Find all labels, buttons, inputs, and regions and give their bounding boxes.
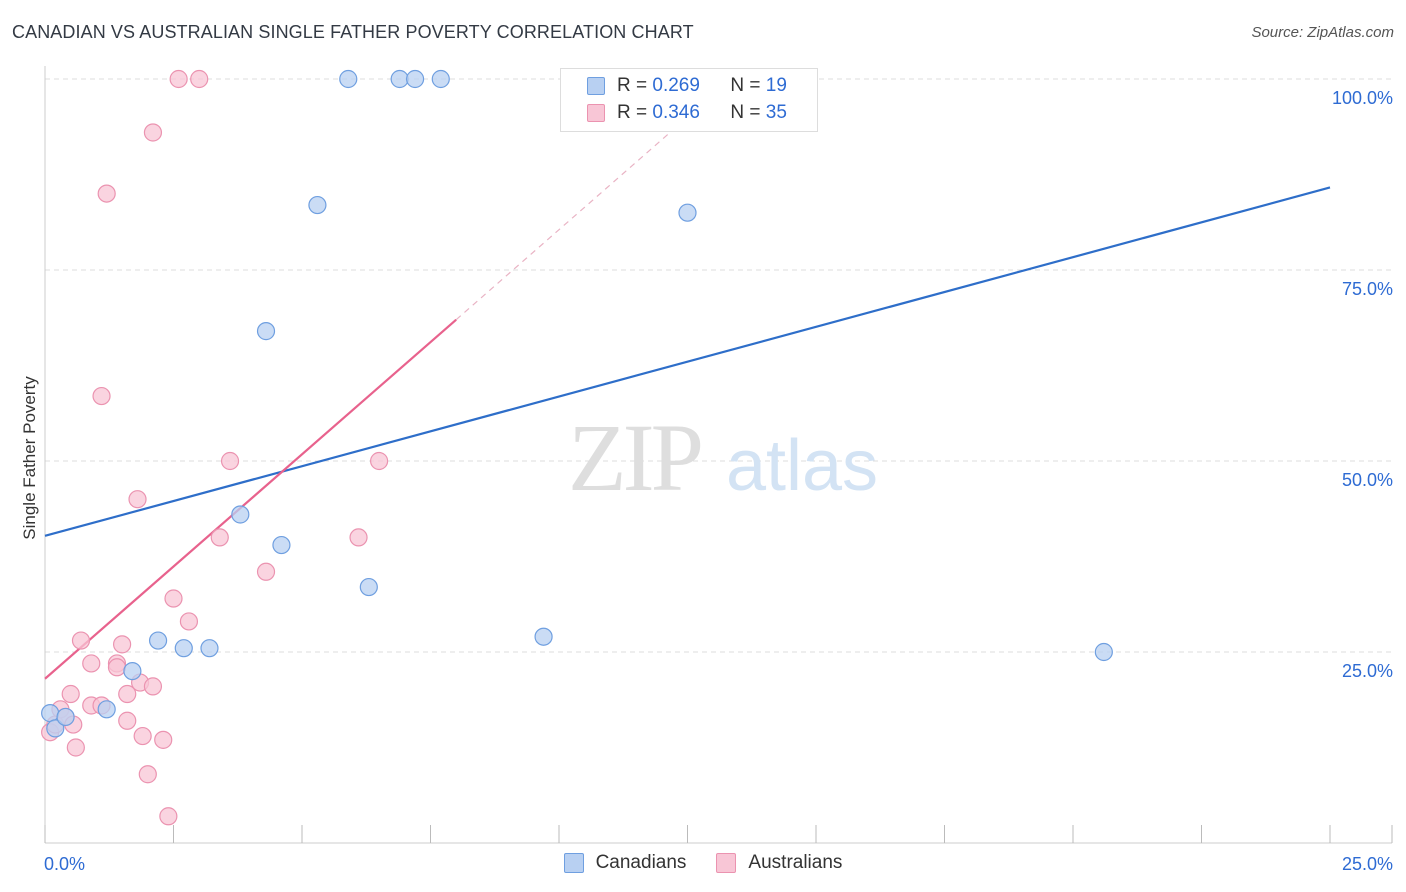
legend-n-label: N = bbox=[730, 75, 761, 96]
legend-n-label: N = bbox=[730, 102, 761, 123]
canadian-point bbox=[41, 704, 60, 723]
australian-point bbox=[71, 631, 91, 650]
australian-point bbox=[256, 562, 276, 581]
canadian-point bbox=[200, 639, 219, 658]
australian-point bbox=[61, 684, 80, 704]
canadians-swatch bbox=[587, 77, 605, 95]
gridlines bbox=[45, 78, 1392, 653]
australian-point bbox=[370, 451, 389, 471]
australian-point bbox=[190, 69, 209, 89]
legend-item-australians[interactable]: Australians bbox=[716, 852, 842, 874]
x-tick-label: 25.0% bbox=[1342, 854, 1393, 874]
canadians-trend-line bbox=[44, 186, 1331, 537]
y-tick-label: 75.0% bbox=[1342, 279, 1393, 299]
canadian-point bbox=[534, 627, 553, 646]
canadian-point bbox=[431, 69, 450, 89]
trend-lines bbox=[44, 116, 1331, 680]
canadian-point bbox=[123, 661, 142, 681]
canadians-legend-label: Canadians bbox=[595, 852, 687, 873]
australian-point bbox=[97, 184, 116, 203]
canadian-point bbox=[231, 505, 250, 524]
canadian-point bbox=[678, 203, 697, 222]
axes bbox=[44, 66, 1393, 844]
canadian-point bbox=[405, 69, 425, 89]
watermark-atlas: atlas bbox=[726, 426, 878, 506]
australians-swatch bbox=[587, 104, 605, 122]
canadian-point bbox=[148, 631, 168, 650]
australian-point bbox=[128, 490, 147, 509]
canadian-point bbox=[256, 322, 276, 341]
legend-row-australians: R = 0.346 N = 35 bbox=[587, 101, 787, 125]
canadian-point bbox=[359, 577, 378, 597]
australians-trend-line bbox=[44, 318, 457, 680]
australian-point bbox=[220, 451, 240, 471]
y-tick-label: 50.0% bbox=[1342, 470, 1393, 490]
canadian-point bbox=[174, 639, 193, 658]
x-tick-label: 0.0% bbox=[44, 854, 85, 874]
australians-trend-extension bbox=[455, 116, 688, 321]
canadians-r-value: 0.269 bbox=[652, 75, 700, 96]
canadian-point bbox=[97, 700, 116, 719]
canadian-point bbox=[56, 707, 75, 727]
australian-point bbox=[118, 684, 137, 704]
australian-point bbox=[66, 738, 85, 757]
australian-point bbox=[138, 765, 157, 784]
australians-r-value: 0.346 bbox=[652, 102, 700, 123]
legend-r-label: R = bbox=[617, 102, 648, 123]
australian-point bbox=[159, 807, 178, 826]
australian-point bbox=[133, 726, 152, 746]
series-legend: Canadians Australians bbox=[0, 852, 1406, 874]
legend-row-canadians: R = 0.269 N = 19 bbox=[587, 74, 787, 98]
australian-point bbox=[82, 654, 101, 673]
canadian-point bbox=[1094, 642, 1113, 662]
australians-legend-label: Australians bbox=[748, 852, 843, 873]
source-credit: Source: ZipAtlas.com bbox=[1251, 24, 1394, 41]
australian-point bbox=[179, 612, 199, 631]
canadian-point bbox=[308, 195, 327, 215]
legend-item-canadians[interactable]: Canadians bbox=[563, 852, 687, 874]
canadian-point bbox=[272, 535, 291, 555]
australian-point bbox=[349, 528, 368, 547]
australian-point bbox=[92, 386, 111, 406]
canadian-point bbox=[339, 69, 358, 89]
chart-title: CANADIAN VS AUSTRALIAN SINGLE FATHER POV… bbox=[12, 22, 694, 42]
australian-point bbox=[118, 711, 137, 730]
stats-legend: R = 0.269 N = 19 R = 0.346 N = 35 bbox=[560, 68, 818, 132]
australian-point bbox=[169, 69, 188, 89]
tick-labels: 25.0% 50.0% 75.0% 100.0% 0.0% 25.0% bbox=[44, 88, 1393, 874]
australian-point bbox=[143, 677, 163, 696]
australian-point bbox=[210, 528, 229, 547]
y-tick-label: 100.0% bbox=[1332, 88, 1393, 108]
watermark-zip: ZIP bbox=[568, 404, 701, 511]
australians-n-value: 35 bbox=[765, 102, 787, 123]
australians-legend-swatch bbox=[716, 853, 737, 873]
legend-r-label: R = bbox=[617, 75, 648, 96]
australian-point bbox=[164, 589, 183, 608]
canadians-legend-swatch bbox=[563, 853, 584, 873]
australian-point bbox=[143, 123, 163, 142]
data-points bbox=[41, 69, 1113, 826]
australian-point bbox=[107, 658, 127, 677]
canadian-point bbox=[46, 719, 65, 738]
canadians-n-value: 19 bbox=[765, 75, 787, 96]
australian-point bbox=[112, 635, 132, 654]
canadian-point bbox=[390, 69, 409, 89]
australian-point bbox=[154, 730, 173, 749]
y-tick-label: 25.0% bbox=[1342, 661, 1393, 681]
watermark: ZIP atlas bbox=[568, 404, 878, 511]
